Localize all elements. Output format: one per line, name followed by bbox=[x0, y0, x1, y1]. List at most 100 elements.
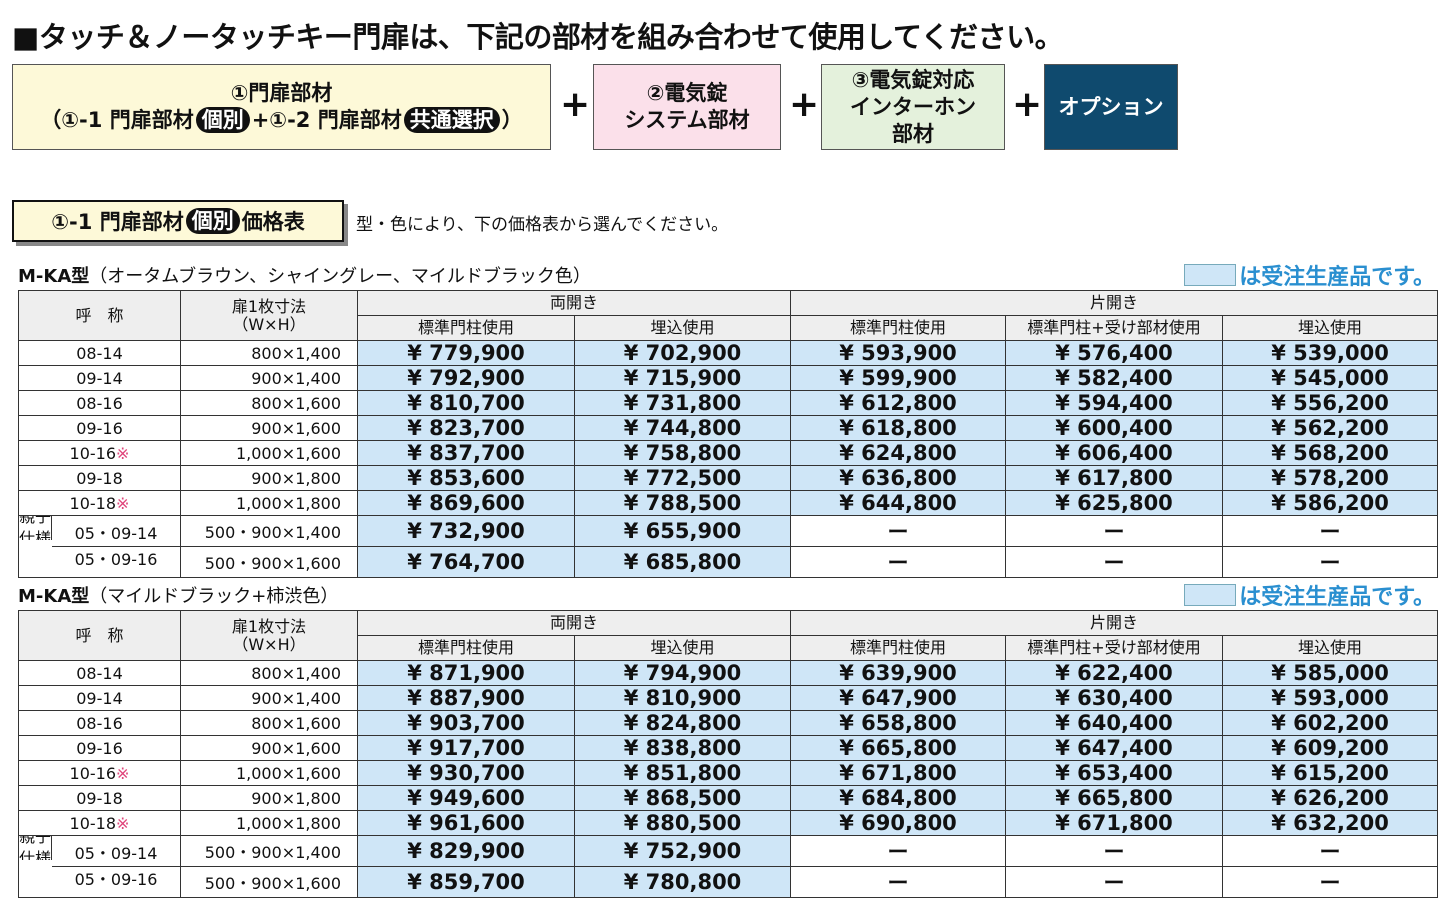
gate-line: ①門扉部材 bbox=[230, 81, 333, 105]
code-stack: 05・09-14 05・09-16 bbox=[52, 841, 180, 892]
price-cell: ¥ 779,900 bbox=[357, 340, 575, 366]
data-row: 09-16 900×1,600 ¥ 917,700 ¥ 838,800 ¥ 665,80… bbox=[18, 735, 1439, 761]
header-line: （W×H） bbox=[232, 314, 306, 334]
size-cell: 800×1,400 bbox=[180, 660, 358, 686]
price-cell: ¥ 871,900 bbox=[357, 660, 575, 686]
data-row: 10-18※ 1,000×1,800 ¥ 869,600 ¥ 788,500 ¥ 644… bbox=[18, 490, 1439, 516]
price-cell: ¥ 644,800 bbox=[790, 490, 1007, 516]
price-cell: ¥ 838,800 bbox=[573, 735, 792, 761]
size-cell: 1,000×1,600 bbox=[180, 760, 358, 786]
data-row: 08-14 800×1,400 ¥ 871,900 ¥ 794,900 ¥ 639,90… bbox=[18, 660, 1439, 686]
price-cell: ¥ 609,200 bbox=[1222, 735, 1439, 761]
code: 10-18 bbox=[69, 493, 117, 513]
price-table: 呼 称扉1枚寸法 （W×H） 両開き 片開き 標準門柱使用 埋込使用 標準門柱使用 標準門柱+… bbox=[18, 610, 1439, 898]
code-line: 05・09-14 bbox=[52, 841, 180, 867]
legend-swatch bbox=[1184, 584, 1237, 606]
header-cell: 標準門柱+受け部材使用 bbox=[1005, 315, 1224, 341]
header-line: 扉1枚寸法 bbox=[231, 616, 307, 636]
code: 09-18 bbox=[76, 788, 123, 808]
box-line: 部材 bbox=[892, 121, 934, 146]
price-cell: ー bbox=[1005, 835, 1224, 867]
header-cell: 標準門柱使用 bbox=[357, 315, 575, 341]
price-cell: ¥ 593,000 bbox=[1222, 685, 1439, 711]
size-cell: 800×1,400 bbox=[180, 340, 358, 366]
size-cell: 500・900×1,400 bbox=[180, 515, 358, 547]
legend-swatch bbox=[1184, 264, 1237, 286]
code-cell: 10-16※ bbox=[18, 760, 181, 786]
size-cell: 900×1,400 bbox=[180, 685, 358, 711]
section-heading: ①-1 門扉部材 個別 価格表 bbox=[12, 200, 344, 242]
code: 09-18 bbox=[76, 468, 123, 488]
lock-box: ②電気錠 システム部材 bbox=[593, 64, 781, 150]
gate-box: ①門扉部材 （①-1 門扉部材 個別 +①-2 門扉部材 共通選択） bbox=[12, 64, 551, 150]
data-row: 08-16 800×1,600 ¥ 903,700 ¥ 824,800 ¥ 658,80… bbox=[18, 710, 1439, 736]
size-cell: 1,000×1,800 bbox=[180, 490, 358, 516]
option-box: オプション bbox=[1044, 64, 1178, 150]
price-cell: ¥ 593,900 bbox=[790, 340, 1007, 366]
price-cell: ¥ 744,800 bbox=[573, 415, 792, 441]
data-row: 08-16 800×1,600 ¥ 810,700 ¥ 731,800 ¥ 612,80… bbox=[18, 390, 1439, 416]
plus: + bbox=[560, 84, 591, 125]
code-stack: 05・09-14 05・09-16 bbox=[52, 521, 180, 572]
price-cell: ¥ 640,400 bbox=[1005, 710, 1224, 736]
price-cell: ¥ 602,200 bbox=[1222, 710, 1439, 736]
price-cell: ¥ 630,400 bbox=[1005, 685, 1224, 711]
code: 08-14 bbox=[76, 343, 123, 363]
header-row: 標準門柱使用 埋込使用 標準門柱使用 標準門柱+受け部材使用 埋込使用 bbox=[19, 315, 1439, 341]
price-cell: ¥ 612,800 bbox=[790, 390, 1007, 416]
price-cell: ¥ 624,800 bbox=[790, 440, 1007, 466]
price-cell: ¥ 794,900 bbox=[573, 660, 792, 686]
data-row: 09-14 900×1,400 ¥ 887,900 ¥ 810,900 ¥ 647,90… bbox=[18, 685, 1439, 711]
price-cell: ¥ 665,800 bbox=[1005, 785, 1224, 811]
header-cell: 標準門柱+受け部材使用 bbox=[1005, 635, 1224, 661]
mark: ※ bbox=[116, 443, 130, 463]
text: ） bbox=[501, 108, 523, 132]
title-text: M-KA型 bbox=[18, 266, 90, 287]
price-cell: ー bbox=[1222, 866, 1439, 898]
price-cell: ー bbox=[790, 546, 1007, 578]
price-cell: ¥ 792,900 bbox=[357, 365, 575, 391]
group-line: 親子 bbox=[19, 516, 52, 527]
price-table: 呼 称扉1枚寸法 （W×H） 両開き 片開き 標準門柱使用 埋込使用 標準門柱使用 標準門柱+… bbox=[18, 290, 1439, 578]
code: 05・09-16 bbox=[74, 550, 158, 569]
data-row: 500・900×1,600 ¥ 764,700 ¥ 685,800 ーーー bbox=[19, 546, 1439, 578]
code-line: 05・09-16 bbox=[52, 867, 180, 892]
group-line: 親子 bbox=[19, 836, 52, 847]
badge: 共通選択 bbox=[403, 107, 500, 133]
legend: は受注生産品です。 bbox=[1184, 259, 1435, 291]
price-cell: ¥ 539,000 bbox=[1222, 340, 1439, 366]
box-line: ③電気錠対応 bbox=[851, 67, 975, 92]
size-cell: 1,000×1,600 bbox=[180, 440, 358, 466]
header-cell: 呼 称 bbox=[18, 290, 181, 341]
data-row: 10-16※ 1,000×1,600 ¥ 837,700 ¥ 758,800 ¥ 624… bbox=[18, 440, 1439, 466]
price-cell: ¥ 853,600 bbox=[357, 465, 575, 491]
text: ①-1 門扉部材 bbox=[51, 210, 184, 234]
price-cell: ー bbox=[1005, 515, 1224, 547]
code-cell: 09-14 bbox=[18, 685, 181, 711]
code-cell: 09-18 bbox=[18, 465, 181, 491]
code: 09-14 bbox=[76, 368, 123, 388]
code: 10-16 bbox=[69, 443, 117, 463]
code-cell: 09-18 bbox=[18, 785, 181, 811]
plus: + bbox=[789, 84, 820, 125]
size-cell: 900×1,400 bbox=[180, 365, 358, 391]
price-cell: ¥ 868,500 bbox=[573, 785, 792, 811]
group-line: 仕様 bbox=[19, 849, 52, 860]
price-cell: ¥ 772,500 bbox=[573, 465, 792, 491]
price-cell: ¥ 600,400 bbox=[1005, 415, 1224, 441]
section-note: 型・色により、下の価格表から選んでください。 bbox=[356, 215, 729, 235]
header-cell: 片開き bbox=[790, 610, 1439, 636]
data-row: 親子 仕様 05・09-14 05・09-16 500・900×1,400 ¥ 732,9… bbox=[18, 515, 1439, 578]
header-cell: 埋込使用 bbox=[1222, 315, 1439, 341]
code: 09-14 bbox=[76, 688, 123, 708]
price-cell: ¥ 578,200 bbox=[1222, 465, 1439, 491]
price-cell: ¥ 545,000 bbox=[1222, 365, 1439, 391]
price-cell: ¥ 702,900 bbox=[573, 340, 792, 366]
price-cell: ¥ 665,800 bbox=[790, 735, 1007, 761]
code-line: 05・09-16 bbox=[52, 547, 180, 572]
size-cell: 900×1,800 bbox=[180, 785, 358, 811]
subtitle-text: （マイルドブラック+柿渋色） bbox=[89, 586, 339, 607]
price-cell: ¥ 903,700 bbox=[357, 710, 575, 736]
code-cell: 10-16※ bbox=[18, 440, 181, 466]
